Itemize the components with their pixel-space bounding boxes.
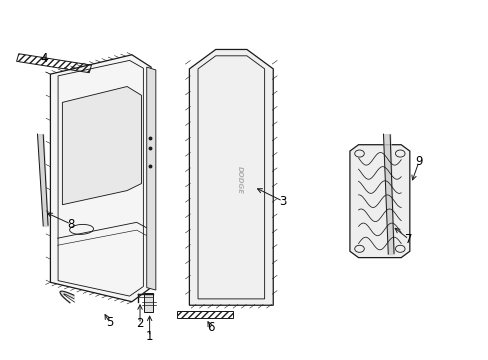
Text: 8: 8 bbox=[67, 217, 75, 231]
Text: 5: 5 bbox=[105, 316, 113, 329]
Bar bbox=[177, 311, 232, 318]
Polygon shape bbox=[62, 86, 141, 205]
Polygon shape bbox=[349, 145, 409, 258]
Text: 6: 6 bbox=[207, 321, 214, 334]
Polygon shape bbox=[146, 67, 156, 290]
Text: 9: 9 bbox=[414, 155, 422, 168]
Polygon shape bbox=[50, 55, 151, 302]
Polygon shape bbox=[189, 49, 273, 305]
Bar bbox=[143, 293, 153, 312]
Text: DODGE: DODGE bbox=[236, 166, 242, 194]
Bar bbox=[17, 54, 91, 73]
Text: 7: 7 bbox=[404, 233, 412, 246]
Text: 1: 1 bbox=[145, 330, 153, 343]
Text: 2: 2 bbox=[136, 318, 143, 330]
Text: 4: 4 bbox=[41, 52, 48, 65]
Text: 3: 3 bbox=[279, 195, 286, 208]
